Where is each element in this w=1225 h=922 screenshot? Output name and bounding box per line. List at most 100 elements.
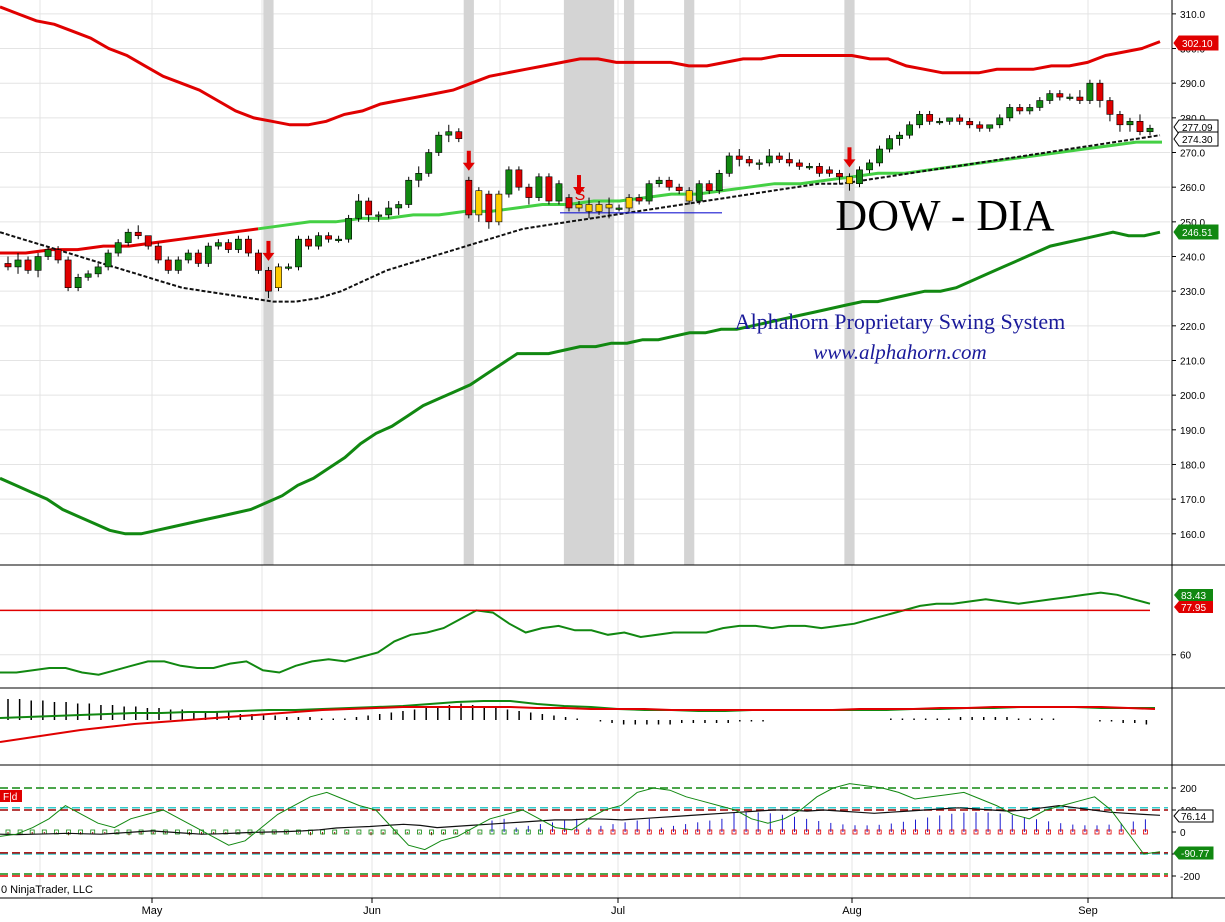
time-tick-label: Sep <box>1078 905 1098 917</box>
shade-layer <box>263 0 855 565</box>
cci-marker <box>1143 829 1148 835</box>
candle-body <box>735 155 743 160</box>
price-tick-label: 200.0 <box>1180 391 1205 402</box>
candle-body <box>575 204 583 209</box>
cci-marker <box>731 829 737 835</box>
candle-body <box>625 197 633 209</box>
candle-body <box>285 266 292 269</box>
price-badge-value: 246.51 <box>1182 228 1213 239</box>
cci-marker <box>1106 829 1112 835</box>
oscillator-badge <box>1174 601 1213 613</box>
cci-marker <box>1118 829 1124 835</box>
time-axis: May Jun Jul Aug Sep <box>142 898 1098 917</box>
candle-body <box>816 166 823 174</box>
cci-marker <box>1094 829 1100 835</box>
candle-body <box>44 249 52 257</box>
time-tick-label: Jun <box>363 905 381 917</box>
candle-body <box>715 173 723 191</box>
candle-body <box>906 124 913 136</box>
candle-body <box>1006 107 1014 119</box>
histogram-red-line <box>0 706 1156 743</box>
candle-body <box>204 245 212 264</box>
candle-body <box>1046 93 1054 101</box>
candle-body <box>876 148 883 164</box>
cci-marker <box>538 829 543 835</box>
candle-body <box>224 242 232 250</box>
candle-body <box>1146 127 1154 133</box>
cci-black-line <box>0 804 1161 836</box>
price-badge-value: 274.30 <box>1182 135 1213 146</box>
candle-body <box>14 259 22 268</box>
cci-marker <box>816 829 822 835</box>
cci-marker <box>1130 829 1136 835</box>
cci-label-box <box>0 790 22 802</box>
chart-title: DOW - DIA <box>835 191 1054 240</box>
copyright-footer: 0 NinjaTrader, LLC <box>1 884 93 896</box>
cci-badge-value: -90.77 <box>1181 849 1210 860</box>
candle-body <box>725 155 733 174</box>
cci-marker <box>453 829 459 835</box>
cci-marker <box>477 829 483 835</box>
price-badge: 302.10 <box>1173 35 1219 51</box>
candle-body <box>64 259 72 288</box>
candle-body <box>1056 93 1064 98</box>
cci-marker <box>150 829 156 835</box>
cci-marker <box>876 829 882 835</box>
candle-body <box>315 235 322 247</box>
cci-green-line <box>0 783 1161 855</box>
price-tick-label: 250.0 <box>1180 218 1205 229</box>
cci-marker <box>659 829 664 835</box>
oscillator-badge <box>1174 589 1213 601</box>
candle-body <box>234 238 242 250</box>
cci-marker <box>586 829 592 835</box>
candle-body <box>976 124 984 129</box>
panel-dividers <box>0 564 1225 899</box>
sell-arrow <box>262 240 275 261</box>
sell-arrow-head <box>262 252 275 261</box>
candle-body <box>805 166 813 169</box>
sell-arrow-head <box>462 162 475 171</box>
shaded-signal-bar <box>573 0 585 565</box>
candle-body <box>1096 82 1104 101</box>
price-tick-label: 190.0 <box>1180 426 1205 437</box>
candle-body <box>1116 114 1124 126</box>
series-layer <box>0 5 1168 877</box>
candle-body <box>1106 100 1114 115</box>
candle-body <box>535 176 543 198</box>
candle-body <box>335 238 342 241</box>
shaded-signal-bar <box>684 0 695 565</box>
shaded-signal-bar <box>593 0 605 565</box>
candle-body <box>295 238 302 268</box>
candle-body <box>395 204 403 209</box>
moving-average-black-dashed <box>0 134 1161 303</box>
cci-tick-label: 0 <box>1180 828 1186 839</box>
candle-body <box>705 183 713 191</box>
candle-body <box>465 179 473 216</box>
cci-tick-label: 200 <box>1180 784 1197 795</box>
cci-marker <box>913 829 918 835</box>
cci-marker <box>973 829 979 835</box>
candle-body <box>545 176 553 202</box>
cci-marker <box>368 829 374 835</box>
cci-marker <box>441 829 447 835</box>
candle-body <box>886 138 893 150</box>
cci-marker <box>550 829 555 835</box>
cci-badge-value: 76.14 <box>1181 812 1206 823</box>
candle-body <box>655 179 663 185</box>
oscillator-green-line <box>0 591 1151 676</box>
candle-body <box>405 179 413 205</box>
cci-marker <box>1058 829 1064 835</box>
candle-body <box>114 242 122 254</box>
candle-body <box>74 277 82 288</box>
cci-marker <box>598 829 604 835</box>
price-badge-shape <box>1173 35 1219 51</box>
candle-body <box>996 117 1004 126</box>
price-tick-label: 180.0 <box>1180 460 1205 471</box>
candle-body <box>325 235 332 240</box>
annotation-system: Alphahorn Proprietary Swing System <box>735 309 1066 334</box>
candle-body <box>184 252 192 261</box>
candle-body <box>755 162 763 165</box>
candle-body <box>785 159 793 164</box>
time-tick-label: Jul <box>611 905 625 917</box>
